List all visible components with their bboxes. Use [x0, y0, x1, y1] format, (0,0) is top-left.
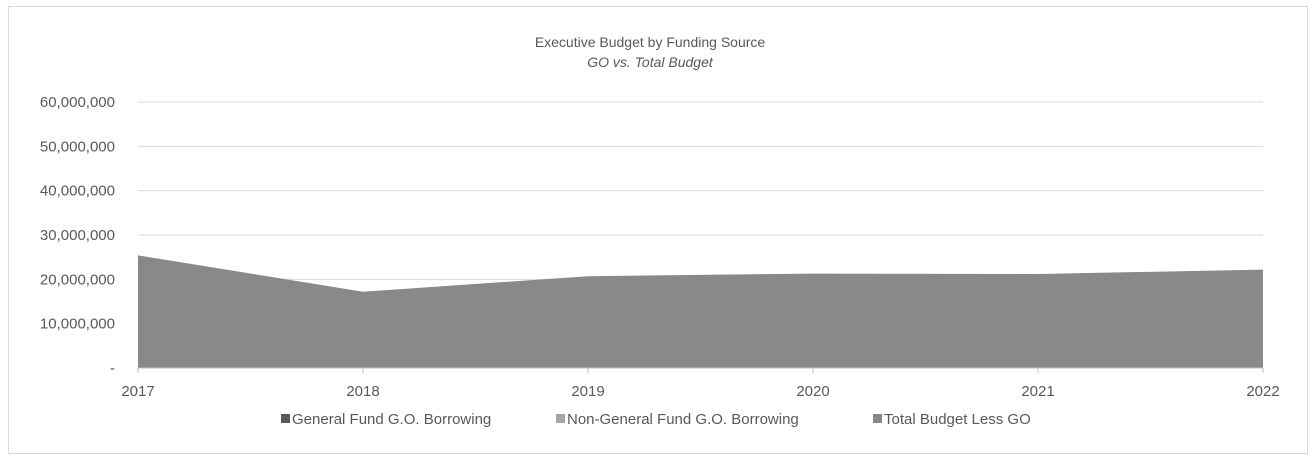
x-tick-label: 2019 [571, 383, 604, 400]
legend-item: General Fund G.O. Borrowing [281, 411, 491, 428]
x-tick-label: 2017 [121, 383, 154, 400]
axes: - 10,000,000 20,000,000 30,000,000 40,000,00… [40, 94, 1280, 400]
legend-swatch [281, 414, 290, 423]
legend-item: Non-General Fund G.O. Borrowing [556, 411, 799, 428]
x-tick-label: 2022 [1246, 383, 1279, 400]
y-tick-label: 50,000,000 [40, 138, 115, 155]
legend-swatch [556, 414, 565, 423]
legend-item: Total Budget Less GO [873, 411, 1031, 428]
legend-swatch [873, 414, 882, 423]
chart-frame [8, 6, 1308, 454]
legend: General Fund G.O. Borrowing Non-General F… [281, 411, 1031, 428]
x-tick-label: 2018 [346, 383, 379, 400]
x-tick-label: 2020 [796, 383, 829, 400]
plot-areas [138, 255, 1263, 368]
y-tick-label: 30,000,000 [40, 227, 115, 244]
y-tick-label: 60,000,000 [40, 94, 115, 111]
y-tick-label: 10,000,000 [40, 316, 115, 333]
legend-label: Total Budget Less GO [884, 411, 1031, 428]
legend-label: Non-General Fund G.O. Borrowing [567, 411, 799, 428]
y-tick-label: 40,000,000 [40, 183, 115, 200]
legend-label: General Fund G.O. Borrowing [292, 411, 491, 428]
chart-subtitle: GO vs. Total Budget [587, 54, 714, 70]
y-tick-label: 20,000,000 [40, 271, 115, 288]
y-tick-label: - [110, 360, 115, 377]
x-tick-label: 2021 [1021, 383, 1054, 400]
chart-title: Executive Budget by Funding Source [535, 34, 766, 50]
area-series-3 [138, 255, 1263, 368]
